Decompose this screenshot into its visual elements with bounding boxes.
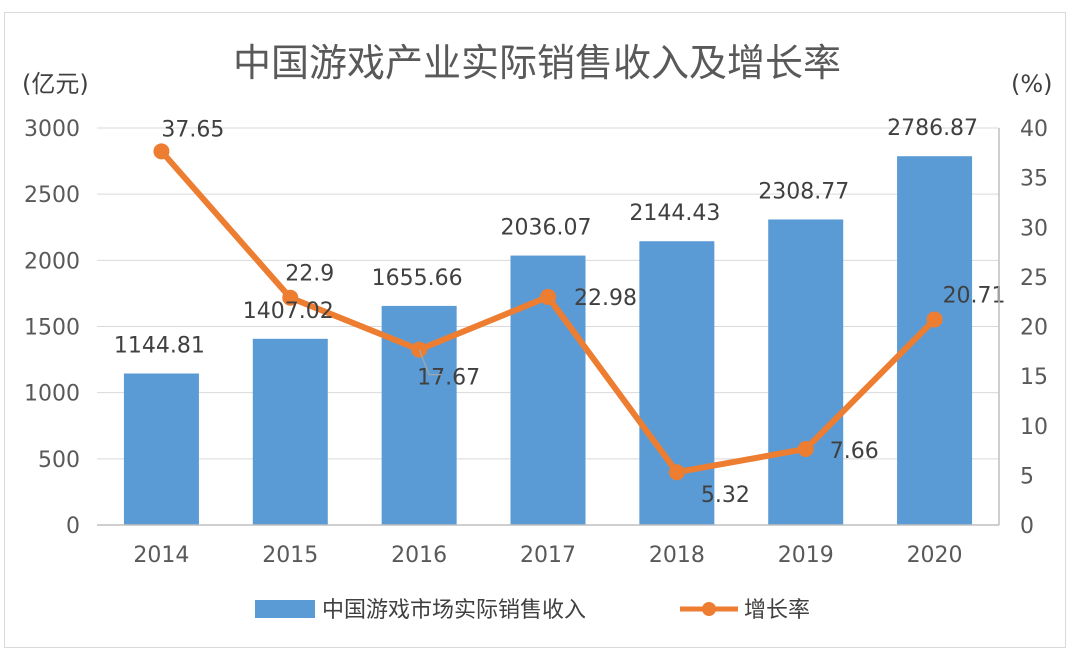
line-data-label: 5.32 (701, 483, 750, 508)
growth-marker (797, 440, 814, 457)
x-tick: 2014 (133, 543, 189, 568)
y-tick-right: 25 (1020, 266, 1048, 291)
leader-line (418, 349, 442, 376)
x-tick: 2015 (262, 543, 318, 568)
y-axis-right-label: (%) (1011, 70, 1053, 98)
y-tick-right: 30 (1020, 216, 1048, 241)
axes: 0 500 1000 1500 2000 2500 3000 0 5 10 15 20 25 30 35 40… (24, 117, 1048, 568)
legend-bar-label: 中国游戏市场实际销售收入 (322, 598, 586, 623)
y-tick-right: 10 (1020, 415, 1048, 440)
line-series (153, 143, 943, 481)
x-tick: 2020 (907, 543, 963, 568)
y-tick-left: 1000 (24, 382, 80, 407)
y-tick-right: 5 (1020, 464, 1034, 489)
y-tick-left: 2500 (24, 183, 80, 208)
y-tick-right: 40 (1020, 117, 1048, 142)
y-axis-left-label: (亿元) (22, 70, 89, 98)
bar-data-label: 1407.02 (243, 299, 334, 324)
x-tick: 2019 (778, 543, 834, 568)
bar-data-label: 2144.43 (629, 201, 720, 226)
y-tick-left: 3000 (24, 117, 80, 142)
bar-data-label: 2036.07 (501, 216, 592, 241)
bar (768, 219, 844, 525)
line-data-label: 20.71 (943, 283, 1006, 308)
x-tick: 2017 (520, 543, 576, 568)
legend-line-label: 增长率 (744, 598, 810, 623)
line-data-label: 37.65 (161, 117, 224, 142)
bar-data-label: 1655.66 (372, 266, 463, 291)
x-tick: 2018 (649, 543, 705, 568)
growth-marker (926, 311, 943, 328)
line-data-label: 22.98 (574, 286, 637, 311)
y-tick-left: 500 (38, 448, 80, 473)
y-tick-right: 15 (1020, 365, 1048, 390)
chart-title: 中国游戏产业实际销售收入及增长率 (233, 41, 841, 85)
line-data-label: 7.66 (830, 439, 879, 464)
legend: 中国游戏市场实际销售收入 增长率 (255, 598, 810, 623)
y-tick-right: 20 (1020, 316, 1048, 341)
growth-marker (153, 143, 170, 160)
legend-line-marker (702, 602, 716, 616)
y-tick-left: 1500 (24, 316, 80, 341)
y-tick-right: 35 (1020, 167, 1048, 192)
y-tick-left: 2000 (24, 249, 80, 274)
growth-marker (540, 288, 556, 305)
legend-bar-swatch (255, 600, 315, 618)
growth-marker (668, 464, 685, 481)
bar (123, 373, 199, 525)
chart-frame (4, 12, 1066, 648)
data-labels: 1144.81 1407.02 1655.66 2036.07 2144.43 2308.… (114, 116, 1006, 508)
bar-data-label: 1144.81 (114, 334, 205, 359)
bar-data-label: 2308.77 (758, 179, 849, 204)
growth-marker (282, 289, 299, 306)
bar-series (123, 156, 973, 526)
line-data-label: 22.9 (285, 262, 334, 287)
gridlines (97, 127, 999, 460)
bar-data-label: 2786.87 (887, 116, 978, 141)
x-tick: 2016 (391, 543, 447, 568)
bar (252, 338, 328, 525)
y-tick-left: 0 (66, 514, 80, 539)
y-tick-right: 0 (1020, 514, 1034, 539)
bar (897, 156, 973, 525)
